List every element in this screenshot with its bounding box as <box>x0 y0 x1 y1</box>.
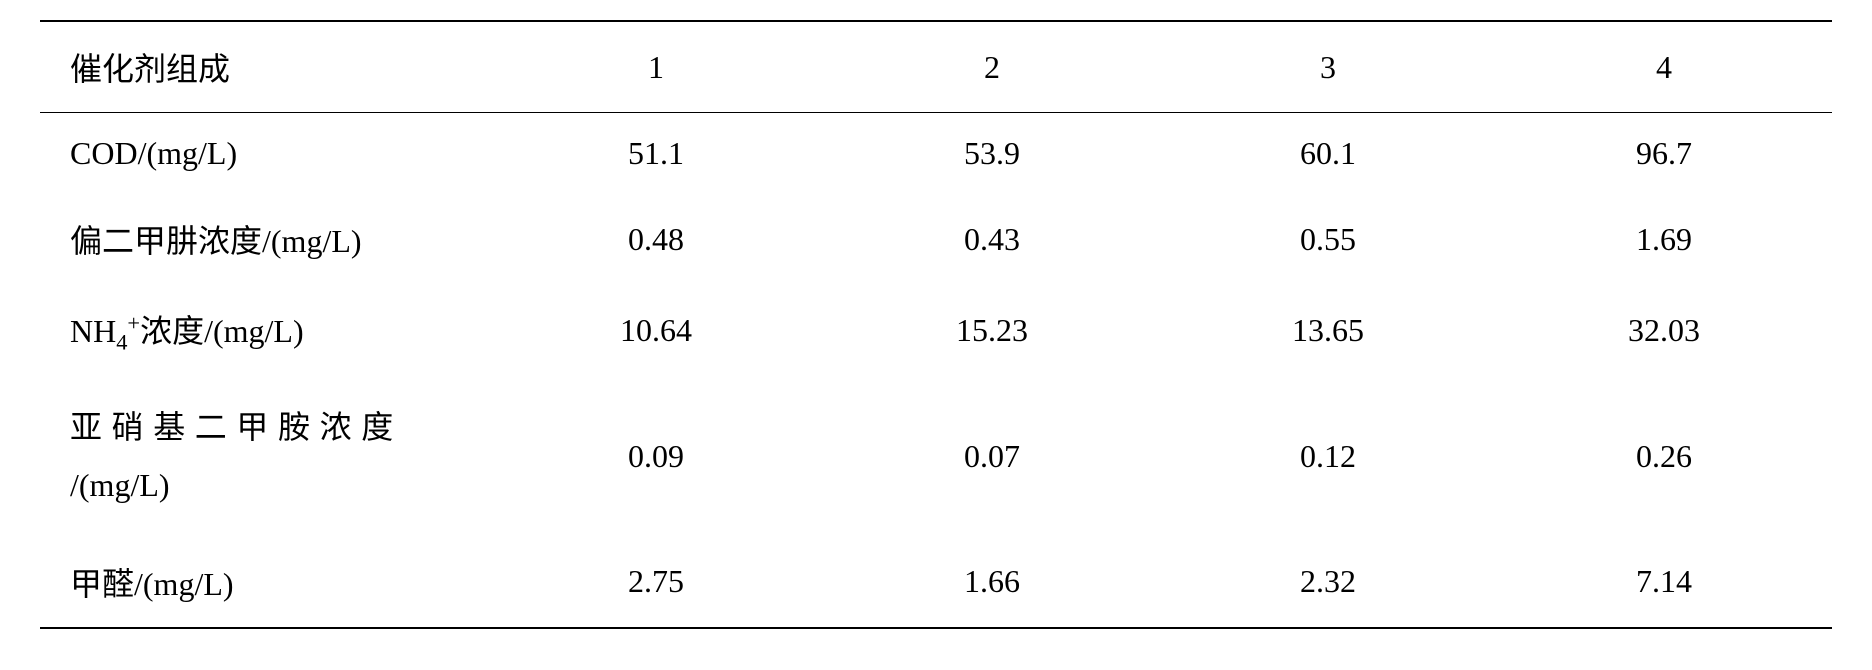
row-value: 60.1 <box>1160 113 1496 195</box>
table-header-col1: 1 <box>488 21 824 113</box>
row-label: 亚硝基二甲胺浓度 /(mg/L) <box>40 377 488 536</box>
row-value: 13.65 <box>1160 284 1496 377</box>
row-value: 0.09 <box>488 377 824 536</box>
row-label: COD/(mg/L) <box>40 113 488 195</box>
row-value: 2.32 <box>1160 537 1496 628</box>
row-value: 0.43 <box>824 194 1160 284</box>
row-value: 7.14 <box>1496 537 1832 628</box>
row-value: 1.69 <box>1496 194 1832 284</box>
row-label: 甲醛/(mg/L) <box>40 537 488 628</box>
table-row: 偏二甲肼浓度/(mg/L) 0.48 0.43 0.55 1.69 <box>40 194 1832 284</box>
row-value: 0.12 <box>1160 377 1496 536</box>
row-value: 1.66 <box>824 537 1160 628</box>
row-value: 10.64 <box>488 284 824 377</box>
table-row: COD/(mg/L) 51.1 53.9 60.1 96.7 <box>40 113 1832 195</box>
table-header-col4: 4 <box>1496 21 1832 113</box>
table-row: 甲醛/(mg/L) 2.75 1.66 2.32 7.14 <box>40 537 1832 628</box>
table-header-col3: 3 <box>1160 21 1496 113</box>
row-label: NH4+浓度/(mg/L) <box>40 284 488 377</box>
table-row: NH4+浓度/(mg/L) 10.64 15.23 13.65 32.03 <box>40 284 1832 377</box>
row-value: 2.75 <box>488 537 824 628</box>
row-value: 0.48 <box>488 194 824 284</box>
table-row: 亚硝基二甲胺浓度 /(mg/L) 0.09 0.07 0.12 0.26 <box>40 377 1832 536</box>
table-header-row: 催化剂组成 1 2 3 4 <box>40 21 1832 113</box>
row-label: 偏二甲肼浓度/(mg/L) <box>40 194 488 284</box>
row-value: 96.7 <box>1496 113 1832 195</box>
row-value: 51.1 <box>488 113 824 195</box>
row-label-line2: /(mg/L) <box>70 457 478 515</box>
table-header-col2: 2 <box>824 21 1160 113</box>
row-value: 32.03 <box>1496 284 1832 377</box>
row-value: 0.26 <box>1496 377 1832 536</box>
row-value: 0.07 <box>824 377 1160 536</box>
row-label-line1: 亚硝基二甲胺浓度 <box>70 409 403 445</box>
row-value: 15.23 <box>824 284 1160 377</box>
row-value: 53.9 <box>824 113 1160 195</box>
row-value: 0.55 <box>1160 194 1496 284</box>
table-header-label: 催化剂组成 <box>40 21 488 113</box>
data-table: 催化剂组成 1 2 3 4 COD/(mg/L) 51.1 53.9 60.1 … <box>40 20 1832 629</box>
